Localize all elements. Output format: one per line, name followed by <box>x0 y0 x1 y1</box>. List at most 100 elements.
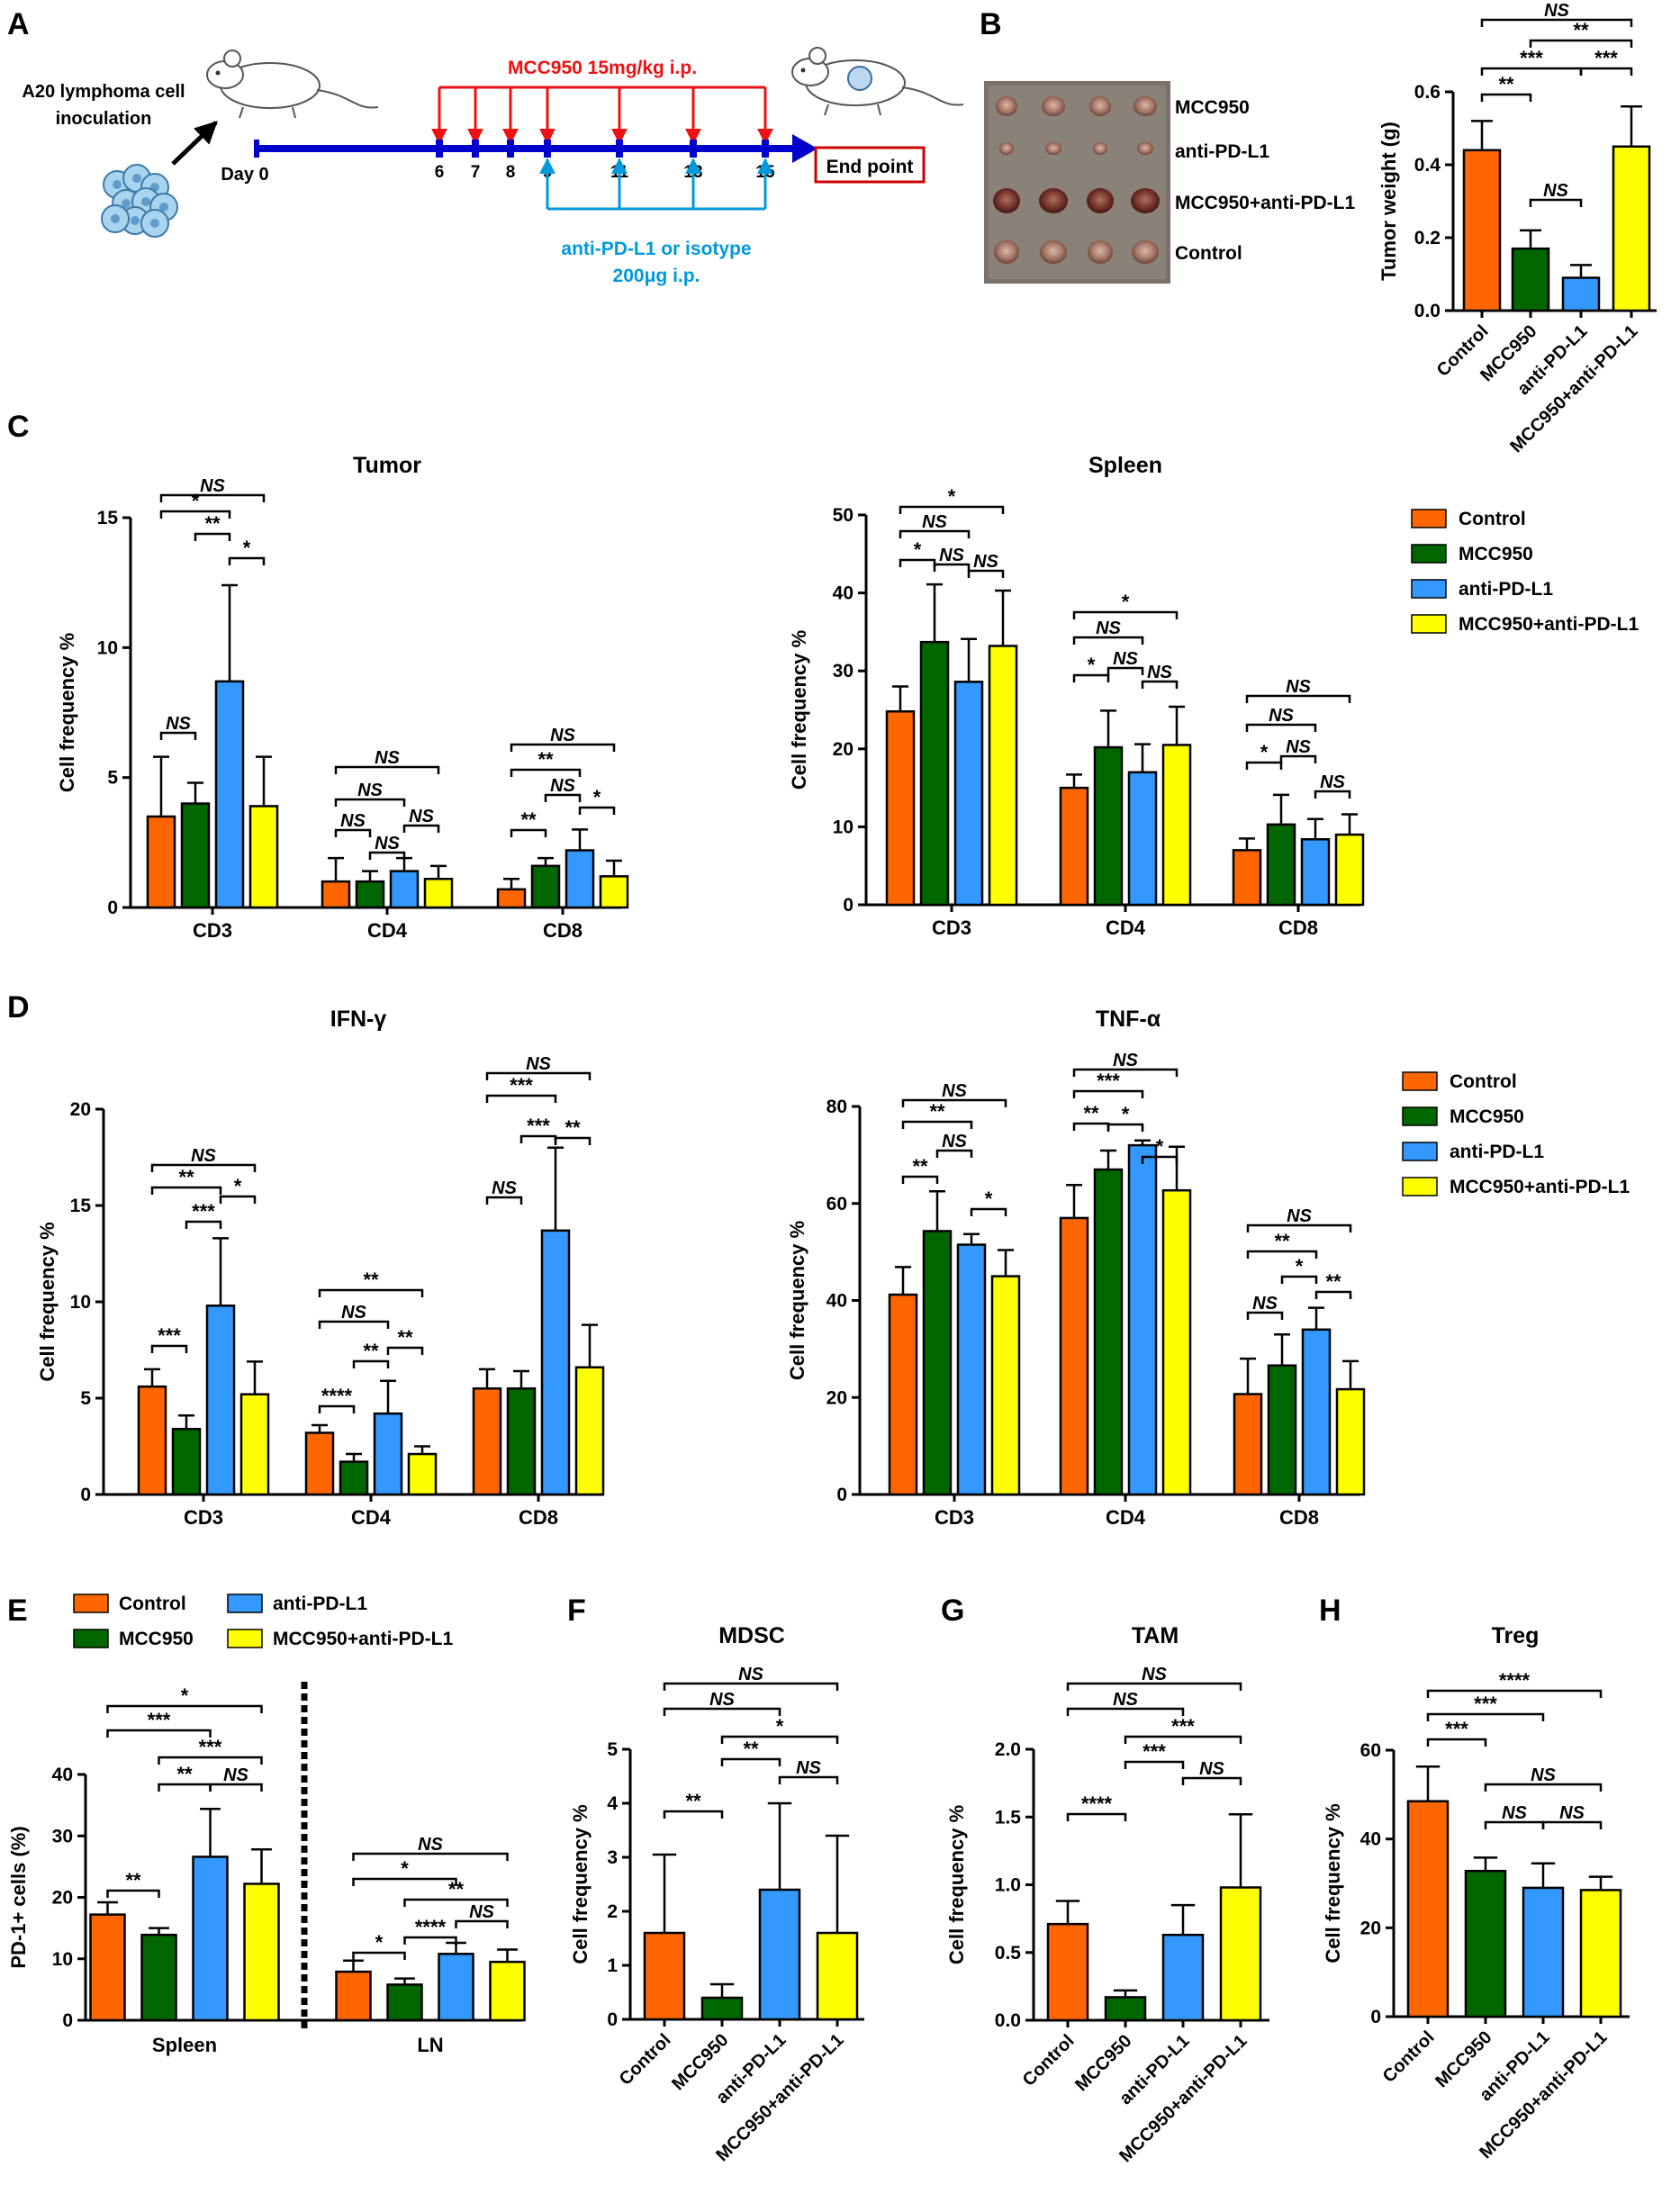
significance-bracket <box>318 1288 424 1297</box>
significance-label: ** <box>1573 19 1589 41</box>
bar <box>1300 838 1331 907</box>
y-axis-label: Cell frequency % <box>56 633 78 792</box>
y-tick-label: 20 <box>826 1387 847 1408</box>
significance-bracket <box>510 743 616 752</box>
significance-bracket <box>1314 1290 1352 1299</box>
bar <box>355 880 385 909</box>
significance-label: *** <box>1594 47 1618 69</box>
y-tick-label: 10 <box>70 1292 91 1313</box>
mouse-icon-start <box>206 50 379 119</box>
bar <box>599 875 629 909</box>
significance-bracket <box>402 824 440 833</box>
x-tick-label: Control <box>1019 2031 1079 2090</box>
significance-label: *** <box>1445 1718 1468 1740</box>
significance-bracket <box>455 1919 509 1928</box>
y-tick-label: 0.4 <box>1414 155 1441 176</box>
legend-label: Control <box>1459 509 1526 529</box>
cell-nucleus <box>122 199 131 208</box>
panel-letter-h: H <box>1319 1594 1341 1628</box>
significance-bracket <box>1072 1089 1144 1098</box>
bar <box>1406 1800 1450 2018</box>
y-tick-label: 3 <box>607 1847 618 1868</box>
significance-bracket <box>899 558 936 567</box>
significance-label: *** <box>158 1324 181 1347</box>
significance-label: *** <box>148 1709 171 1731</box>
significance-bracket <box>720 1735 839 1744</box>
legend-swatch <box>1411 544 1447 564</box>
significance-label: NS <box>1286 677 1311 697</box>
significance-bracket <box>1246 1311 1284 1320</box>
significance-label: * <box>985 1187 993 1210</box>
significance-label: ** <box>204 512 221 535</box>
significance-label: NS <box>1113 1690 1138 1710</box>
significance-label: * <box>375 1931 384 1954</box>
significance-label: ** <box>929 1100 945 1123</box>
bar <box>565 849 595 909</box>
significance-bracket <box>1529 198 1583 207</box>
significance-label: NS <box>738 1665 763 1684</box>
x-tick-label: CD8 <box>543 919 583 942</box>
timeline-arrowhead <box>792 134 817 163</box>
bar <box>1462 149 1502 312</box>
y-tick-label: 20 <box>833 739 854 760</box>
y-axis-label: Tumor weight (g) <box>1377 122 1400 281</box>
significance-label: * <box>1296 1255 1304 1278</box>
bar <box>389 870 420 909</box>
timeline-tick <box>472 140 479 158</box>
significance-bracket <box>1480 18 1633 27</box>
y-axis-label: Cell frequency % <box>36 1222 59 1381</box>
legend-label: anti-PD-L1 <box>1450 1142 1544 1162</box>
significance-label: ** <box>565 1116 581 1139</box>
significance-bracket <box>1426 1712 1545 1721</box>
x-tick-label: Control <box>1379 2027 1439 2087</box>
significance-label: NS <box>375 834 400 853</box>
significance-label: NS <box>191 1146 216 1166</box>
anti-pd-l1-label-line1: anti-PD-L1 or isotype <box>561 239 751 259</box>
significance-bracket <box>106 1889 160 1898</box>
y-tick-label: 10 <box>52 1949 73 1970</box>
chart-g: 0.0 0.5 1.0 1.5 2.0 Cell frequency % TAM Contro… <box>945 1623 1269 2166</box>
significance-bracket <box>899 529 971 538</box>
y-tick-label: 20 <box>70 1099 91 1120</box>
mouse-icon-start-ear <box>223 50 241 68</box>
bar <box>192 1855 229 2022</box>
y-tick-label: 10 <box>97 637 118 658</box>
y-tick-label: 0 <box>62 2010 73 2031</box>
bar <box>1267 1364 1297 1496</box>
bar <box>423 877 454 909</box>
significance-label: ** <box>125 1869 141 1892</box>
significance-bracket <box>159 731 197 740</box>
bar <box>922 1230 953 1496</box>
significance-bracket <box>334 828 372 837</box>
panel-letter-a: A <box>7 7 30 41</box>
y-tick-label: 0 <box>843 895 854 916</box>
bar <box>1561 276 1601 312</box>
significance-label: NS <box>526 1054 551 1074</box>
bar <box>1511 247 1550 312</box>
mouse-icon-end-ear <box>808 47 826 65</box>
significance-bracket <box>970 1207 1007 1216</box>
significance-label: NS <box>922 512 947 532</box>
bar <box>574 1366 605 1496</box>
significance-bracket <box>150 1163 257 1172</box>
timeline-tick <box>690 140 697 158</box>
timeline-tick <box>544 140 551 158</box>
y-tick-label: 0 <box>80 1485 91 1505</box>
significance-bracket <box>106 1704 263 1713</box>
bar <box>373 1412 403 1496</box>
significance-bracket <box>1066 1812 1127 1821</box>
bar <box>700 1996 744 2021</box>
x-tick-label: CD4 <box>1106 916 1146 939</box>
significance-bracket <box>967 569 1005 578</box>
panel-letter-c: C <box>7 410 30 444</box>
x-tick-label: CD4 <box>367 919 408 942</box>
significance-label: **** <box>415 1916 447 1938</box>
y-tick-label: 60 <box>826 1194 847 1214</box>
significance-bracket <box>318 1320 390 1329</box>
significance-bracket <box>901 1120 973 1129</box>
significance-bracket <box>1106 666 1144 675</box>
significance-bracket <box>1245 723 1317 732</box>
cell-nucleus <box>159 203 168 212</box>
bar <box>1266 823 1296 907</box>
